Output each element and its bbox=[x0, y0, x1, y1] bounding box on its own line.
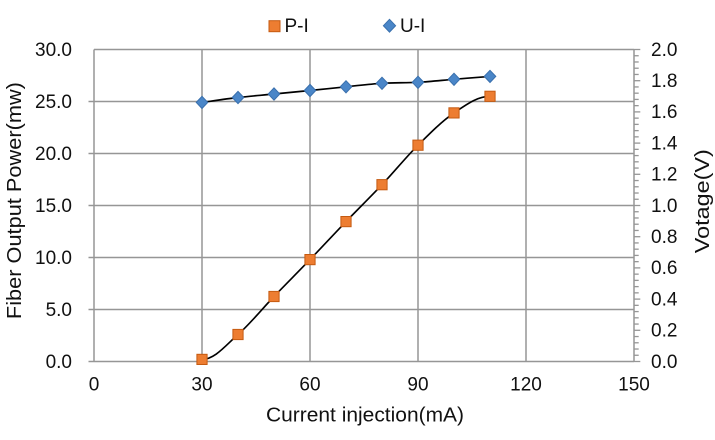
svg-text:20.0: 20.0 bbox=[35, 144, 72, 165]
svg-text:Fiber Output Power(mw): Fiber Output Power(mw) bbox=[4, 82, 26, 319]
svg-text:Current injection(mA): Current injection(mA) bbox=[266, 404, 464, 426]
svg-text:U-I: U-I bbox=[400, 16, 425, 37]
svg-text:90: 90 bbox=[407, 374, 428, 395]
svg-text:1.8: 1.8 bbox=[651, 71, 677, 92]
svg-text:60: 60 bbox=[299, 374, 320, 395]
svg-text:0.0: 0.0 bbox=[46, 352, 72, 373]
svg-text:P-I: P-I bbox=[285, 16, 309, 37]
svg-text:0.6: 0.6 bbox=[651, 258, 677, 279]
svg-text:1.4: 1.4 bbox=[651, 133, 678, 154]
svg-text:120: 120 bbox=[510, 374, 542, 395]
svg-text:150: 150 bbox=[618, 374, 650, 395]
svg-text:30.0: 30.0 bbox=[35, 40, 72, 61]
svg-text:1.6: 1.6 bbox=[651, 102, 677, 123]
svg-text:0: 0 bbox=[89, 374, 100, 395]
svg-text:5.0: 5.0 bbox=[46, 300, 72, 321]
svg-text:30: 30 bbox=[191, 374, 212, 395]
svg-text:15.0: 15.0 bbox=[35, 196, 72, 217]
svg-text:0.4: 0.4 bbox=[651, 289, 678, 310]
svg-text:0.8: 0.8 bbox=[651, 227, 677, 248]
svg-text:25.0: 25.0 bbox=[35, 92, 72, 113]
svg-text:Votage(V): Votage(V) bbox=[692, 149, 714, 253]
svg-text:10.0: 10.0 bbox=[35, 248, 72, 269]
svg-text:1.0: 1.0 bbox=[651, 196, 677, 217]
svg-text:2.0: 2.0 bbox=[651, 40, 677, 61]
svg-text:1.2: 1.2 bbox=[651, 165, 677, 186]
svg-text:0.2: 0.2 bbox=[651, 321, 677, 342]
svg-text:0.0: 0.0 bbox=[651, 352, 677, 373]
